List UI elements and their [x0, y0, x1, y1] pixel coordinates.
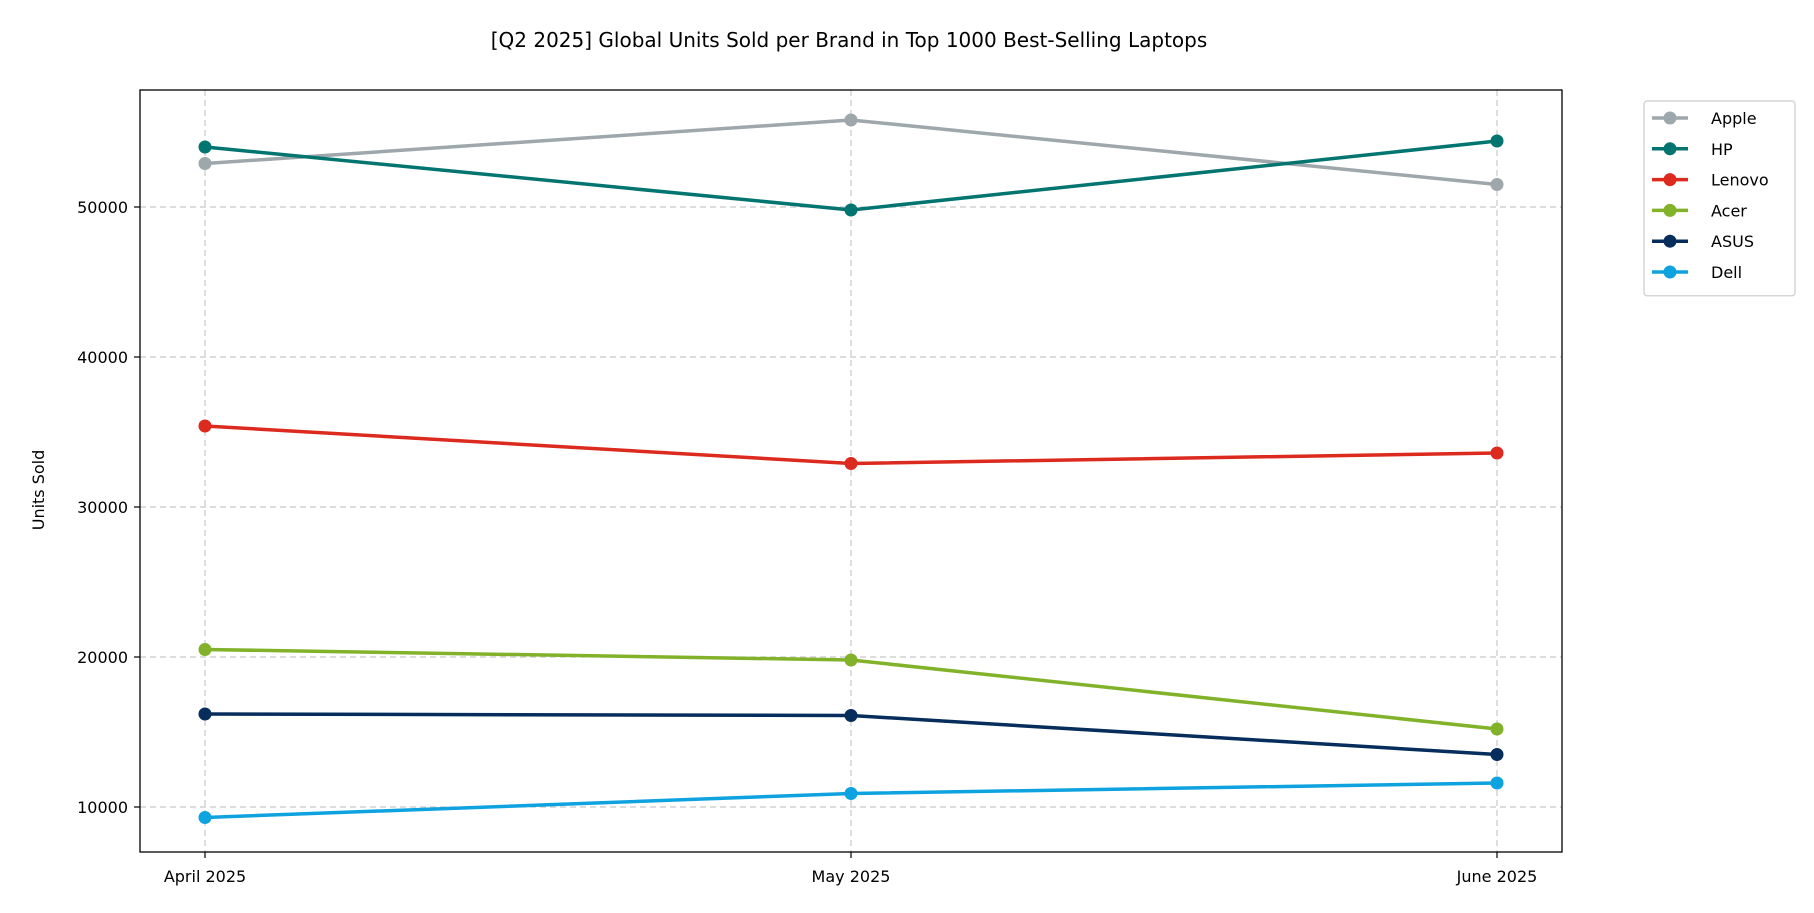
data-point-hp	[198, 140, 212, 154]
legend-marker-hp	[1663, 142, 1677, 156]
y-tick-label: 10000	[77, 798, 128, 817]
y-tick-label: 20000	[77, 648, 128, 667]
data-point-asus	[1490, 748, 1504, 761]
data-point-hp	[1490, 134, 1504, 148]
data-point-dell	[198, 811, 212, 824]
x-tick-label: May 2025	[812, 867, 891, 886]
legend-marker-lenovo	[1663, 173, 1677, 187]
legend-marker-asus	[1663, 234, 1677, 248]
data-point-hp	[844, 203, 858, 217]
legend-label-hp: HP	[1711, 140, 1733, 159]
grid-lines	[140, 90, 1562, 852]
legend-marker-dell	[1663, 265, 1677, 279]
data-point-lenovo	[844, 457, 858, 470]
chart-title: [Q2 2025] Global Units Sold per Brand in…	[491, 28, 1208, 52]
legend-label-acer: Acer	[1711, 201, 1747, 220]
data-point-asus	[198, 707, 212, 721]
data-point-acer	[844, 653, 858, 667]
y-axis-label: Units Sold	[29, 450, 48, 531]
data-point-apple	[198, 157, 212, 170]
y-tick-label: 40000	[77, 348, 128, 367]
y-tick-label: 50000	[77, 198, 128, 217]
legend-marker-acer	[1663, 203, 1677, 217]
legend-label-asus: ASUS	[1711, 232, 1754, 251]
data-point-lenovo	[198, 419, 212, 433]
legend-label-apple: Apple	[1711, 109, 1757, 128]
axes: April 2025 May 2025 June 2025 10000 20000 300…	[77, 198, 1537, 886]
data-point-asus	[844, 709, 858, 722]
legend-label-lenovo: Lenovo	[1711, 171, 1769, 190]
data-point-lenovo	[1490, 446, 1504, 460]
data-point-apple	[844, 113, 858, 127]
data-point-acer	[198, 643, 212, 656]
legend: Apple HP Lenovo Acer ASUS Dell	[1643, 100, 1796, 297]
data-point-acer	[1490, 722, 1504, 736]
data-point-dell	[844, 787, 858, 800]
x-tick-label: June 2025	[1456, 867, 1538, 886]
series-group	[198, 113, 1504, 824]
legend-label-dell: Dell	[1711, 263, 1742, 282]
x-tick-label: April 2025	[164, 867, 246, 886]
data-point-dell	[1490, 776, 1504, 790]
data-point-apple	[1490, 178, 1504, 191]
legend-marker-apple	[1663, 111, 1677, 125]
y-tick-label: 30000	[77, 498, 128, 517]
